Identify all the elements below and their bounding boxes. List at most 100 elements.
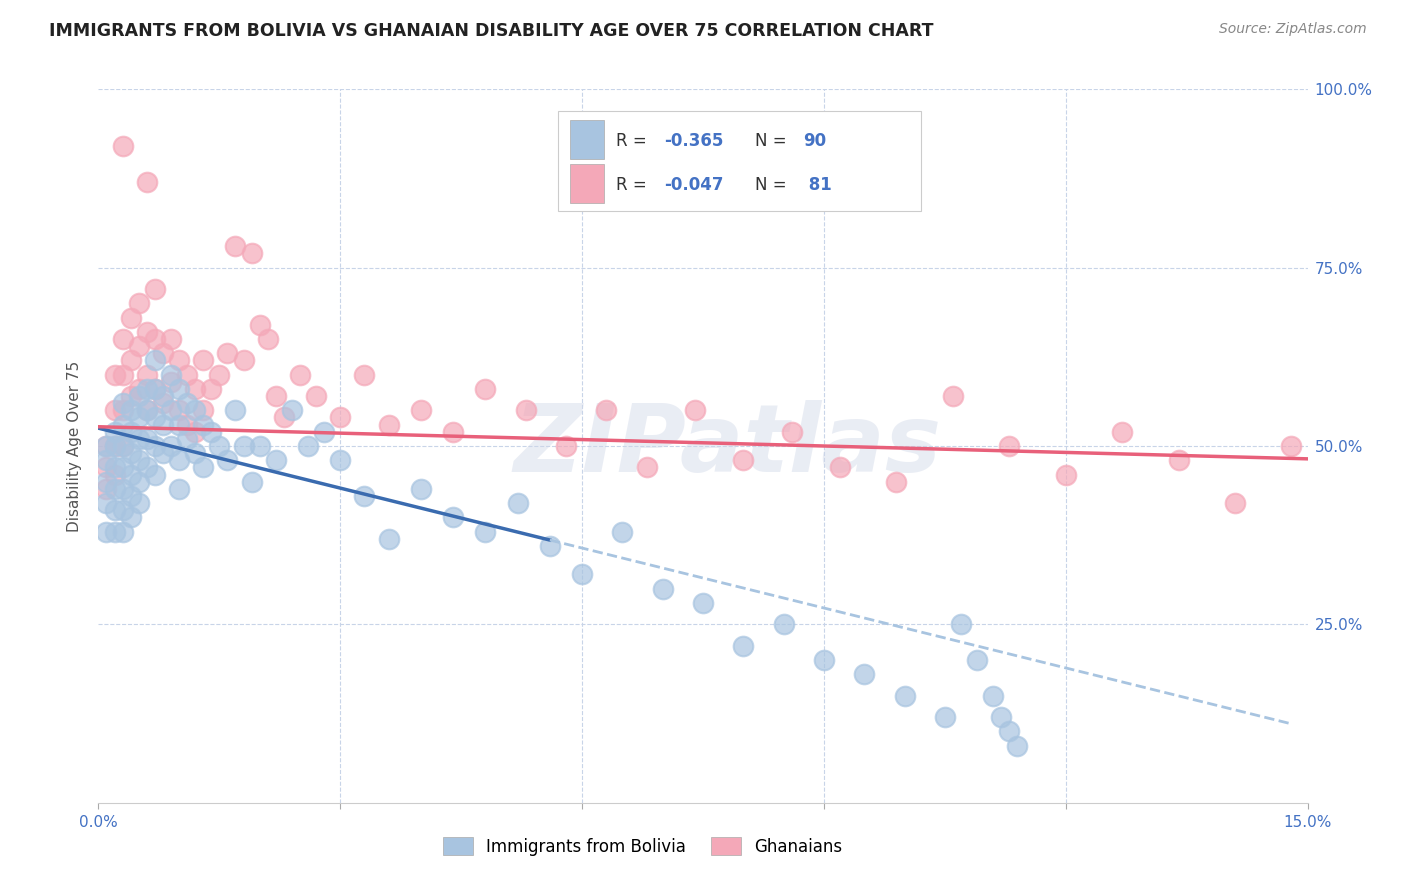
Point: [176, 432, 198, 446]
Point: [595, 403, 617, 417]
Point: [329, 453, 352, 467]
Point: [990, 710, 1012, 724]
Point: [120, 389, 142, 403]
Point: [297, 439, 319, 453]
Point: [555, 439, 578, 453]
Point: [135, 432, 157, 446]
Text: R =: R =: [616, 132, 647, 150]
Point: [692, 596, 714, 610]
Point: [135, 368, 157, 382]
Point: [120, 510, 142, 524]
Point: [240, 475, 263, 489]
Point: [1111, 425, 1133, 439]
Point: [120, 310, 142, 325]
Point: [353, 489, 375, 503]
Point: [167, 403, 190, 417]
Point: [193, 403, 215, 417]
Bar: [569, 164, 603, 203]
Text: -0.365: -0.365: [664, 132, 724, 150]
Point: [143, 382, 166, 396]
Point: [103, 439, 125, 453]
Point: [305, 389, 328, 403]
Point: [128, 382, 150, 396]
Point: [143, 353, 166, 368]
Point: [1007, 739, 1029, 753]
Point: [160, 439, 183, 453]
Point: [1402, 596, 1406, 610]
Point: [249, 318, 271, 332]
Point: [128, 453, 150, 467]
Point: [135, 175, 157, 189]
Point: [128, 432, 150, 446]
Point: [515, 403, 537, 417]
Point: [128, 475, 150, 489]
Point: [111, 332, 134, 346]
Point: [232, 439, 254, 453]
Text: R =: R =: [616, 176, 647, 194]
Point: [1385, 582, 1406, 596]
Point: [813, 653, 835, 667]
Point: [167, 382, 190, 396]
Legend: Immigrants from Bolivia, Ghanaians: Immigrants from Bolivia, Ghanaians: [436, 830, 849, 863]
Point: [128, 296, 150, 310]
Point: [103, 439, 125, 453]
Point: [934, 710, 956, 724]
Bar: [569, 120, 603, 159]
Point: [176, 396, 198, 410]
Point: [1167, 453, 1189, 467]
Point: [998, 439, 1021, 453]
Point: [152, 396, 174, 410]
Point: [103, 403, 125, 417]
Point: [853, 667, 876, 681]
Point: [96, 439, 118, 453]
Point: [1361, 546, 1384, 560]
Point: [103, 524, 125, 539]
Point: [135, 325, 157, 339]
Point: [651, 582, 673, 596]
Point: [135, 403, 157, 417]
Point: [152, 417, 174, 432]
Point: [96, 453, 118, 467]
Point: [103, 467, 125, 482]
Point: [409, 403, 432, 417]
Point: [966, 653, 988, 667]
Point: [200, 425, 222, 439]
Point: [111, 524, 134, 539]
Point: [111, 396, 134, 410]
Point: [135, 403, 157, 417]
Point: [224, 239, 246, 253]
Point: [111, 139, 134, 153]
Point: [111, 460, 134, 475]
Point: [538, 539, 561, 553]
Point: [474, 382, 496, 396]
Text: N =: N =: [755, 176, 786, 194]
Point: [942, 389, 965, 403]
Point: [1337, 475, 1360, 489]
Point: [733, 453, 755, 467]
Point: [111, 503, 134, 517]
Text: 90: 90: [803, 132, 827, 150]
Point: [152, 446, 174, 460]
Point: [208, 439, 231, 453]
Point: [96, 524, 118, 539]
Point: [193, 353, 215, 368]
Point: [135, 460, 157, 475]
Point: [103, 425, 125, 439]
Point: [176, 417, 198, 432]
Point: [377, 532, 399, 546]
Point: [128, 389, 150, 403]
Point: [612, 524, 634, 539]
Point: [409, 482, 432, 496]
Point: [240, 246, 263, 260]
Point: [184, 403, 207, 417]
Point: [314, 425, 336, 439]
Point: [120, 489, 142, 503]
Point: [111, 368, 134, 382]
Point: [329, 410, 352, 425]
Point: [184, 382, 207, 396]
Point: [167, 453, 190, 467]
Point: [886, 475, 908, 489]
Point: [143, 332, 166, 346]
Point: [103, 503, 125, 517]
Point: [120, 353, 142, 368]
